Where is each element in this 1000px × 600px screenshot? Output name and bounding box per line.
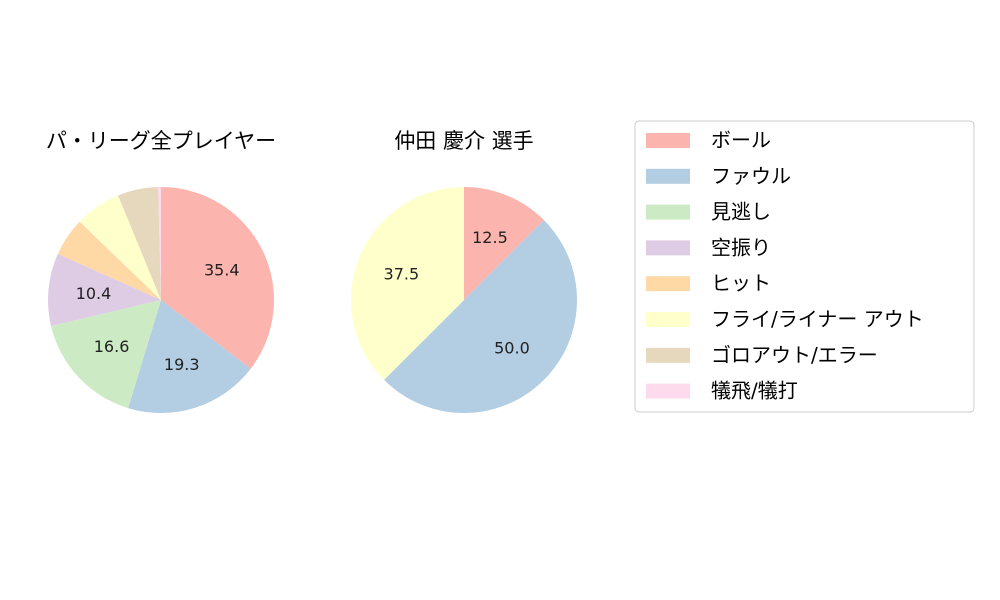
- legend-label-3: 空振り: [711, 235, 771, 259]
- legend-swatch-7: [646, 383, 690, 399]
- pie-label-league-3: 10.4: [76, 284, 112, 303]
- pie-slice-league-7: [158, 187, 161, 300]
- legend-swatch-6: [646, 347, 690, 363]
- pie-label-league-0: 35.4: [204, 260, 240, 279]
- pie-title-player: 仲田 慶介 選手: [394, 129, 533, 153]
- legend-swatch-0: [646, 133, 690, 148]
- legend-frame: [634, 120, 975, 413]
- legend-label-0: ボール: [711, 128, 771, 152]
- pie-slice-league-5: [79, 195, 161, 300]
- pie-label-player-0: 12.5: [472, 228, 508, 247]
- pie-label-league-1: 19.3: [164, 355, 200, 374]
- pie-slice-league-0: [161, 187, 274, 369]
- legend-swatch-4: [646, 276, 690, 292]
- legend-label-5: フライ/ライナー アウト: [711, 307, 924, 331]
- legend-label-7: 犠飛/犠打: [711, 379, 798, 403]
- pie-slice-league-2: [51, 300, 161, 409]
- legend-swatch-3: [646, 240, 690, 256]
- pie-label-player-5: 37.5: [384, 265, 420, 284]
- pie-chart-player: 仲田 慶介 選手 12.5 50.0 37.5: [351, 129, 578, 414]
- pie-slice-player-1: [384, 220, 578, 414]
- pie-label-player-1: 50.0: [494, 338, 530, 357]
- pie-title-league: パ・リーグ全プレイヤー: [46, 129, 276, 153]
- legend-swatch-5: [646, 312, 690, 327]
- pie-slice-player-0: [464, 186, 544, 300]
- pie-slice-league-6: [118, 187, 161, 300]
- legend-swatch-2: [646, 204, 690, 220]
- legend-swatch-1: [646, 168, 690, 184]
- pie-slice-league-1: [128, 300, 251, 413]
- legend-label-4: ヒット: [711, 271, 771, 295]
- pie-slice-league-3: [47, 253, 161, 327]
- pie-label-league-2: 16.6: [94, 337, 130, 356]
- legend-label-6: ゴロアウト/エラー: [711, 343, 878, 367]
- legend-label-2: 見逃し: [711, 200, 771, 224]
- pie-slice-league-4: [57, 221, 161, 300]
- pie-slice-player-5: [351, 187, 464, 380]
- pie-chart-league: パ・リーグ全プレイヤー 35.4 19.3 16.6 10.4: [46, 129, 276, 413]
- legend-label-1: ファウル: [711, 164, 791, 188]
